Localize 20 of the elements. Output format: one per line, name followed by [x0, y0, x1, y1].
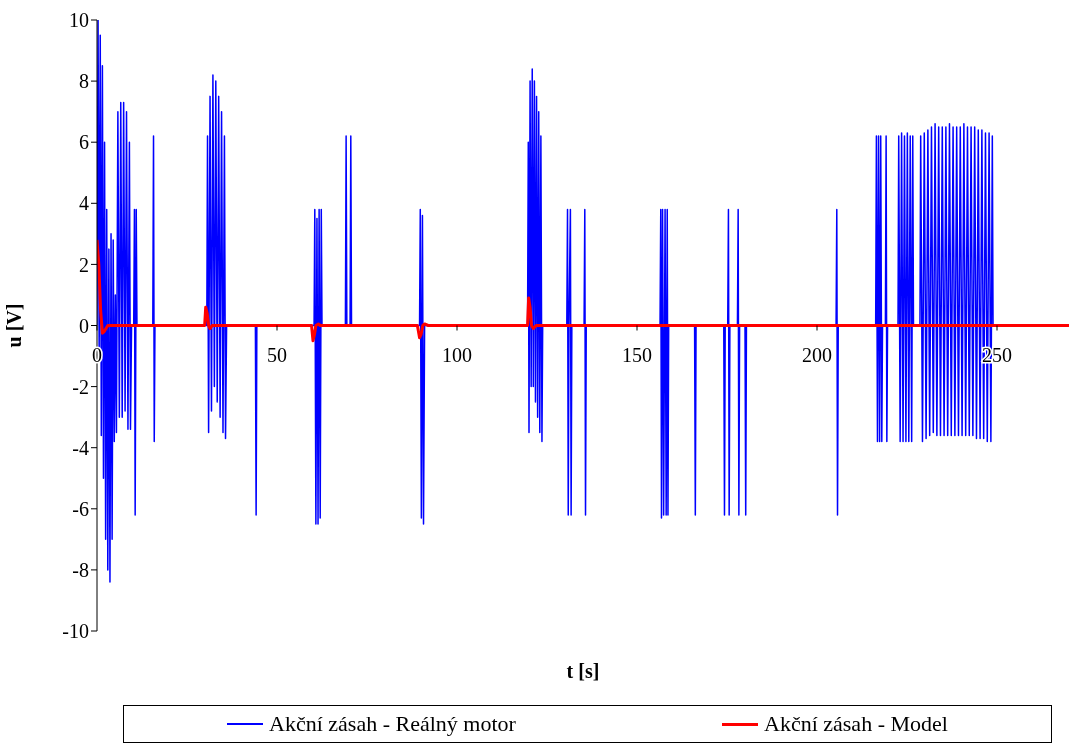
legend-label: Akční zásah - Model	[764, 711, 948, 737]
y-axis-title: u [V]	[3, 303, 27, 348]
y-tick-label: -8	[72, 559, 89, 581]
y-tick-label: 6	[79, 131, 89, 154]
y-tick-label: 2	[79, 253, 89, 276]
x-tick-label: 100	[442, 343, 472, 366]
y-tick-label: 4	[79, 192, 89, 215]
x-tick-label: 150	[622, 343, 652, 366]
y-tick-label: 8	[79, 70, 89, 93]
y-tick-label: -10	[62, 620, 89, 643]
y-tick-label: 0	[79, 314, 89, 337]
line-series	[97, 238, 1069, 343]
x-axis-title: t [s]	[565, 660, 601, 683]
x-tick-label: 200	[802, 343, 832, 366]
y-tick-label: -2	[72, 375, 89, 398]
y-tick-label: -4	[72, 436, 89, 459]
y-tick-label: 10	[69, 9, 89, 32]
legend-label: Akční zásah - Reálný motor	[269, 711, 516, 737]
y-tick-label: -6	[72, 497, 89, 520]
x-tick-label: 50	[267, 343, 287, 366]
